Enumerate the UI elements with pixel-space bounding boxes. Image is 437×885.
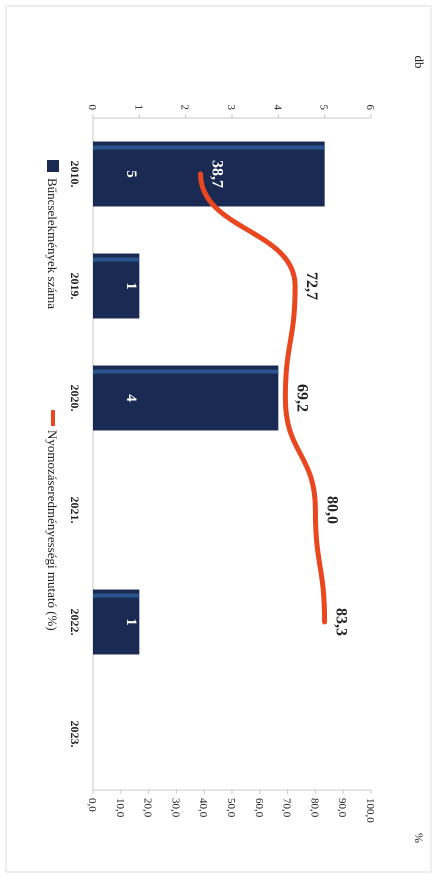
bar: [93, 365, 279, 431]
y-left-tick-label: 1: [132, 105, 144, 111]
bar-value-label: 1: [123, 618, 139, 626]
y-left-tick-label: 4: [271, 105, 283, 111]
x-tick-label: 2019.: [68, 273, 82, 300]
legend-label-line: Nyomozáseredményességi mutató (%): [45, 430, 60, 631]
bar: [93, 253, 140, 319]
y-right-tick-label: 50,0: [225, 798, 237, 818]
line-value-label: 38,7: [209, 160, 226, 188]
legend-label-bar: Bűncselekmények száma: [45, 178, 60, 309]
bar: [93, 589, 140, 655]
y-left-tick-label: 5: [318, 105, 330, 111]
x-tick-label: 2023.: [68, 721, 82, 748]
y-left-tick-label: 3: [225, 105, 237, 111]
line-value-label: 83,3: [333, 608, 350, 636]
y-right-tick-label: 0,0: [86, 798, 98, 812]
y-left-tick-label: 6: [364, 105, 376, 111]
line-value-label: 72,7: [303, 272, 320, 300]
y-right-tick-label: 20,0: [142, 798, 154, 818]
y-right-tick-label: 10,0: [114, 798, 126, 818]
y-left-tick-label: 0: [86, 105, 98, 111]
y-right-tick-label: 30,0: [169, 798, 181, 818]
bar-value-label: 1: [123, 282, 139, 290]
legend-swatch-bar: [47, 160, 59, 172]
bar-value-label: 5: [123, 170, 139, 178]
bar: [92, 141, 325, 207]
bar-highlight: [93, 369, 279, 374]
x-tick-label: 2022.: [68, 609, 82, 636]
y-right-axis-title: %: [412, 833, 426, 843]
y-right-tick-label: 60,0: [253, 798, 265, 818]
y-right-tick-label: 100,0: [364, 798, 376, 823]
bar-highlight: [93, 257, 140, 262]
x-tick-label: 2020.: [68, 385, 82, 412]
bar-highlight: [93, 593, 140, 598]
y-left-tick-label: 2: [179, 105, 191, 111]
bar-value-label: 4: [123, 394, 139, 402]
x-tick-label: 2021.: [68, 497, 82, 524]
x-tick-label: 2010.: [68, 161, 82, 188]
line-value-label: 80,0: [323, 496, 340, 524]
line-series-path: [198, 171, 328, 625]
y-right-tick-label: 80,0: [308, 798, 320, 818]
y-right-tick-label: 70,0: [281, 798, 293, 818]
y-right-tick-label: 40,0: [197, 798, 209, 818]
line-value-label: 69,2: [293, 384, 310, 412]
bar-highlight: [92, 145, 325, 150]
y-right-tick-label: 90,0: [336, 798, 348, 818]
chart-plot: 0 1 2 3 4 5 6 db 0,0 10,0 20,0 30,0 40,0 50,0 60,0 70,0…: [45, 56, 427, 844]
y-left-axis-title: db: [412, 56, 427, 69]
